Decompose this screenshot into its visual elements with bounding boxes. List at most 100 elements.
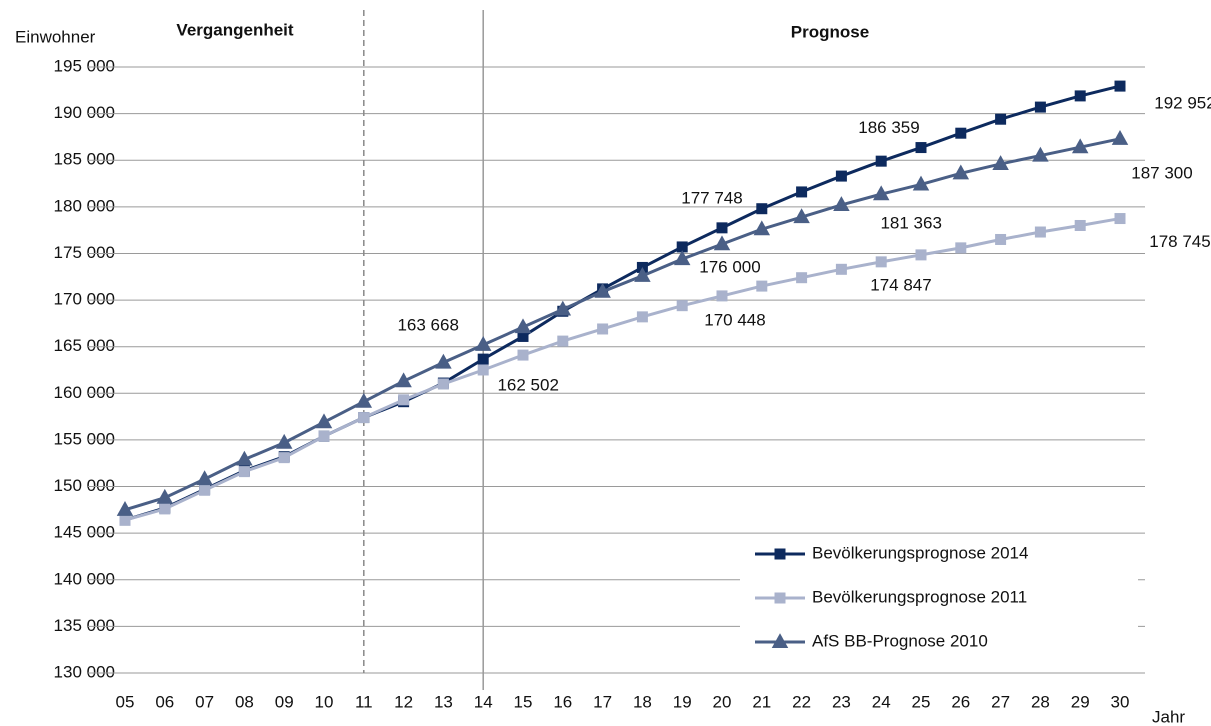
point	[594, 282, 611, 298]
point	[955, 127, 967, 139]
data-label: 186 359	[858, 118, 919, 137]
y-tick-label: 195 000	[54, 56, 115, 75]
point	[796, 186, 808, 198]
point	[915, 142, 927, 154]
x-tick-label: 05	[116, 692, 135, 711]
x-tick-label: 24	[872, 692, 891, 711]
region-label: Prognose	[791, 22, 869, 41]
point	[1114, 80, 1126, 92]
y-axis-label: Einwohner	[15, 27, 96, 46]
point	[514, 318, 532, 334]
y-tick-label: 155 000	[54, 429, 115, 448]
point	[398, 394, 410, 406]
point	[517, 349, 529, 361]
point	[477, 353, 489, 365]
x-axis-label: Jahr	[1152, 707, 1185, 726]
point	[116, 501, 134, 516]
point	[915, 249, 927, 261]
y-tick-label: 175 000	[54, 243, 115, 262]
point	[676, 241, 688, 253]
x-tick-label: 27	[991, 692, 1010, 711]
x-tick-label: 08	[235, 692, 254, 711]
point	[1114, 213, 1126, 225]
legend-label: AfS BB-Prognose 2010	[812, 631, 988, 650]
y-tick-label: 130 000	[54, 662, 115, 681]
point	[1071, 138, 1089, 154]
point	[875, 155, 887, 167]
point	[753, 220, 771, 236]
point	[995, 113, 1007, 125]
point	[833, 196, 850, 212]
point	[355, 392, 373, 408]
point	[952, 164, 970, 180]
x-tick-label: 30	[1111, 692, 1130, 711]
x-tick-label: 26	[951, 692, 970, 711]
legend-box	[740, 535, 1138, 665]
point	[159, 503, 171, 515]
point	[1034, 101, 1046, 113]
point	[554, 300, 572, 316]
region-label: Vergangenheit	[176, 20, 293, 39]
x-tick-label: 23	[832, 692, 851, 711]
x-tick-label: 15	[514, 692, 533, 711]
point	[597, 323, 609, 335]
point	[992, 155, 1009, 171]
point	[1074, 90, 1086, 102]
point	[875, 256, 887, 268]
point	[156, 488, 174, 504]
x-tick-label: 13	[434, 692, 453, 711]
point	[238, 466, 250, 478]
x-tick-label: 25	[912, 692, 931, 711]
legend-marker	[771, 633, 789, 649]
x-tick-label: 20	[713, 692, 732, 711]
y-tick-label: 165 000	[54, 336, 115, 355]
point	[437, 378, 449, 390]
point	[756, 203, 768, 215]
x-tick-label: 29	[1071, 692, 1090, 711]
point	[835, 170, 847, 182]
y-tick-label: 140 000	[54, 569, 115, 588]
y-tick-label: 160 000	[54, 383, 115, 402]
point	[517, 330, 529, 342]
data-label: 174 847	[870, 275, 931, 294]
y-tick-label: 190 000	[54, 103, 115, 122]
point	[1111, 129, 1129, 145]
point	[713, 235, 731, 251]
series-line	[124, 137, 1121, 512]
y-tick-label: 150 000	[54, 476, 115, 495]
series-line	[124, 84, 1121, 522]
y-tick-label: 135 000	[54, 616, 115, 635]
data-label: 187 300	[1131, 163, 1192, 182]
x-tick-label: 09	[275, 692, 294, 711]
x-tick-label: 21	[752, 692, 771, 711]
data-label: 181 363	[880, 214, 941, 233]
point	[1034, 226, 1046, 238]
point	[872, 185, 890, 201]
point	[634, 267, 651, 282]
y-tick-label: 170 000	[54, 290, 115, 309]
point	[278, 452, 290, 464]
legend-marker	[774, 592, 786, 604]
point	[477, 364, 489, 376]
data-label: 176 000	[699, 258, 760, 277]
data-label: 170 448	[704, 310, 765, 329]
point	[995, 233, 1007, 245]
legend-label: Bevölkerungsprognose 2014	[812, 543, 1028, 562]
data-label: 162 502	[497, 375, 558, 394]
data-label: 163 668	[397, 316, 458, 335]
point	[236, 450, 253, 466]
legend-marker	[774, 548, 786, 560]
point	[557, 335, 569, 347]
point	[716, 222, 728, 234]
x-tick-label: 18	[633, 692, 652, 711]
point	[199, 484, 211, 496]
legend-label: Bevölkerungsprognose 2011	[812, 587, 1027, 606]
x-tick-label: 17	[593, 692, 612, 711]
y-tick-label: 145 000	[54, 523, 115, 542]
series-line	[124, 217, 1121, 522]
point	[756, 280, 768, 292]
y-tick-label: 185 000	[54, 150, 115, 169]
point	[1032, 146, 1049, 162]
point	[315, 413, 333, 429]
